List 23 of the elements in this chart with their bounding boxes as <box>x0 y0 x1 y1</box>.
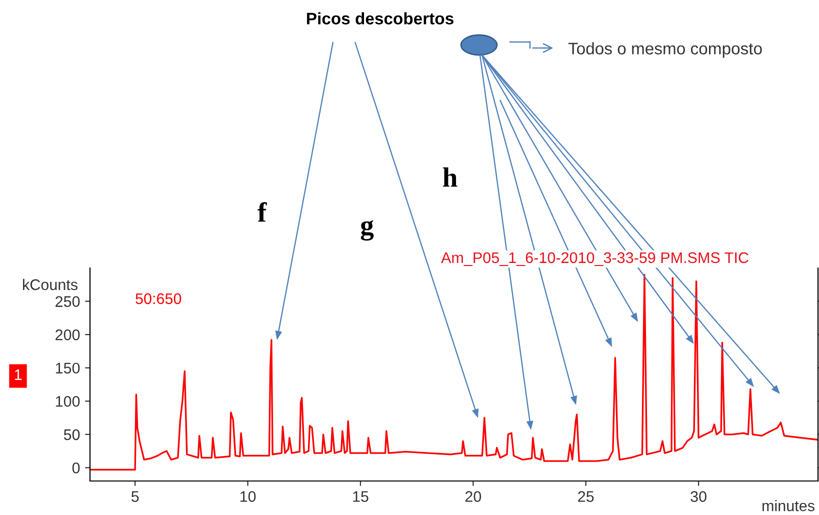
x-axis-title: minutes <box>762 500 814 512</box>
text: Picos descobertos <box>307 12 454 24</box>
x-tick-label: 30 <box>690 491 706 502</box>
y-tick-label: 200 <box>56 329 80 340</box>
x-tick-label: 10 <box>240 491 256 502</box>
y-tick-label: 250 <box>56 296 80 307</box>
text: h <box>442 167 458 187</box>
text: Am_P05_1_6-10-2010_3-33-59 PM.SMS TIC <box>441 252 748 266</box>
text: Todos o mesmo composto <box>568 42 762 58</box>
text: f <box>258 202 267 222</box>
annotation: 50:650 <box>136 293 182 304</box>
y-axis-title: kCounts <box>23 278 78 290</box>
x-tick-label: 20 <box>465 491 482 502</box>
text: 1 <box>14 369 22 380</box>
y-tick-label: 50 <box>64 429 80 440</box>
line-series <box>90 274 818 471</box>
x-tick-label: 5 <box>131 491 139 502</box>
x-tick-label: 25 <box>578 491 594 502</box>
x-tick-label: 15 <box>353 491 368 502</box>
text: g <box>360 220 374 241</box>
y-tick-label: 0 <box>72 462 80 474</box>
y-tick-label: 100 <box>56 396 80 407</box>
y-tick-label: 150 <box>56 362 80 374</box>
